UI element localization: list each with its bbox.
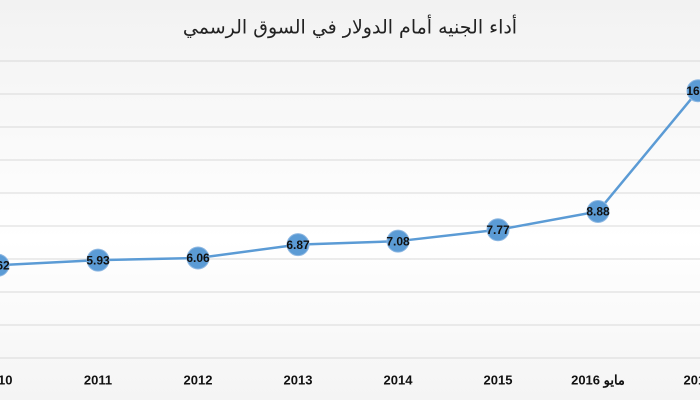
data-label: 6.87: [286, 238, 310, 252]
data-label: 7.08: [386, 234, 410, 248]
x-tick-label: مايو 2016: [571, 372, 625, 388]
marker: [186, 246, 210, 270]
marker: [0, 253, 10, 277]
marker: [586, 199, 610, 223]
x-tick-label: 2011: [84, 372, 112, 387]
data-label: 5.62: [0, 258, 10, 272]
x-tick-label: 2012: [184, 372, 213, 387]
data-label: 6.06: [186, 251, 210, 265]
x-tick-label: 2013: [284, 372, 313, 387]
data-label: 16.2: [686, 84, 700, 98]
data-label: 7.77: [486, 223, 510, 237]
marker: [686, 79, 700, 103]
x-tick-label: 2010: [0, 372, 12, 387]
marker: [86, 248, 110, 272]
x-tick-label: 2016: [684, 372, 700, 387]
chart-title: أداء الجنيه أمام الدولار في السوق الرسمي: [183, 15, 517, 39]
marker: [386, 229, 410, 253]
marker: [286, 233, 310, 257]
data-label: 8.88: [586, 205, 610, 219]
data-label: 5.93: [86, 253, 110, 267]
line: [0, 89, 699, 267]
marker: [486, 218, 510, 242]
x-tick-label: 2014: [384, 372, 414, 387]
x-tick-label: 2015: [484, 372, 513, 387]
